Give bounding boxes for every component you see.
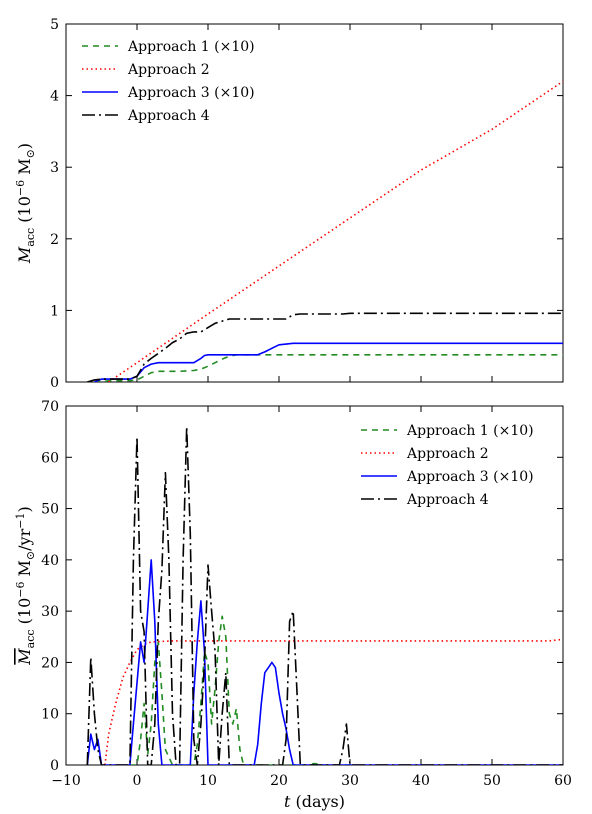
- x-tick-label: 20: [270, 773, 288, 789]
- y-tick-label: 1: [50, 303, 59, 319]
- y-tick-label: 20: [41, 655, 59, 671]
- x-tick-label: 40: [412, 773, 430, 789]
- legend-label: Approach 4: [406, 492, 489, 508]
- y-tick-label: 30: [41, 604, 59, 620]
- legend-label: Approach 2: [406, 446, 489, 462]
- series-line-approach-2: [108, 80, 563, 382]
- x-tick-label: 10: [199, 773, 217, 789]
- x-tick-label: −10: [51, 773, 81, 789]
- y-tick-label: 0: [50, 375, 59, 391]
- series-line-approach-3: [94, 342, 563, 382]
- y-tick-label: 4: [50, 89, 59, 105]
- legend-label: Approach 2: [127, 62, 210, 78]
- legend-label: Approach 3 (×10): [127, 85, 255, 101]
- y-tick-label: 50: [41, 502, 59, 518]
- legend-label: Approach 1 (×10): [127, 39, 255, 55]
- legend-label: Approach 4: [127, 108, 210, 124]
- x-tick-label: 50: [483, 773, 501, 789]
- y-tick-label: 5: [50, 17, 59, 33]
- series-group: [87, 80, 563, 382]
- legend: Approach 1 (×10) Approach 2 Approach 3 (×1…: [361, 423, 534, 508]
- plot-frame: [65, 23, 564, 383]
- legend: Approach 1 (×10) Approach 2 Approach 3 (×1…: [82, 39, 255, 124]
- y-axis-label: Macc (10−6 M⊙/yr−1): [14, 506, 37, 665]
- y-tick-label: 10: [41, 707, 59, 723]
- x-tick-label: 60: [554, 773, 572, 789]
- series-line-approach-2: [104, 638, 563, 765]
- series-group: [86, 425, 563, 765]
- x-tick-label: 30: [341, 773, 359, 789]
- y-tick-label: 60: [41, 450, 59, 466]
- series-line-approach-1: [129, 615, 350, 765]
- y-tick-label: 40: [41, 553, 59, 569]
- x-tick-label: 0: [133, 773, 142, 789]
- x-axis-label: t (days): [284, 792, 345, 811]
- series-line-approach-1: [94, 353, 563, 382]
- y-tick-label: 2: [50, 232, 59, 248]
- y-tick-label: 70: [41, 399, 59, 415]
- y-tick-label: 0: [50, 758, 59, 774]
- legend-label: Approach 1 (×10): [406, 423, 534, 439]
- y-axis-label: Macc (10−6 M⊙): [14, 143, 37, 264]
- y-tick-label: 3: [50, 160, 59, 176]
- series-line-approach-3: [86, 559, 563, 765]
- series-line-approach-4: [86, 425, 563, 765]
- legend-label: Approach 3 (×10): [406, 469, 534, 485]
- series-line-approach-4: [87, 312, 563, 382]
